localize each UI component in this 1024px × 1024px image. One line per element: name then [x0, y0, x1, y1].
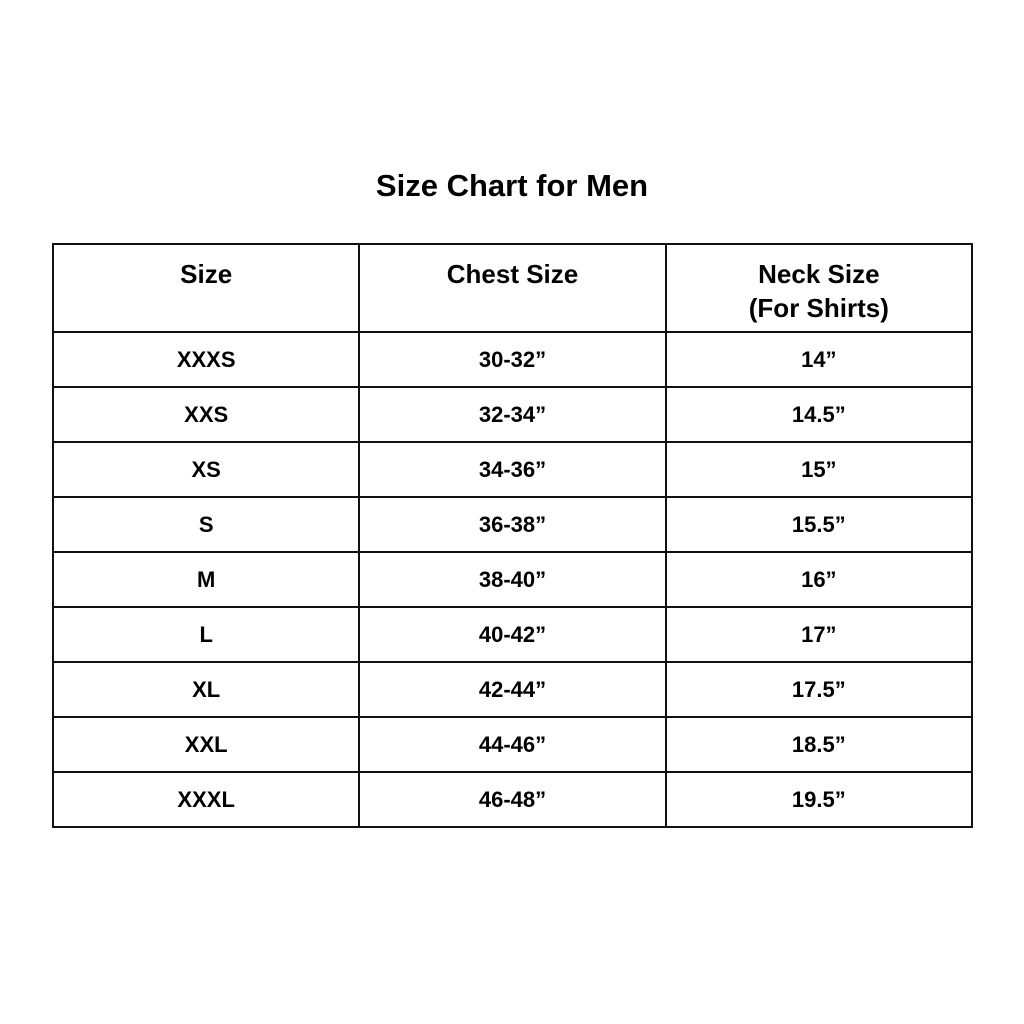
size-chart-table: Size Chest Size Neck Size (For Shirts) XX…: [51, 243, 974, 828]
cell-chest: 30-32”: [358, 331, 667, 388]
cell-size: XL: [51, 661, 361, 718]
cell-neck: 16”: [664, 551, 974, 608]
cell-chest: 36-38”: [358, 496, 667, 553]
table-row: XXXL 46-48” 19.5”: [51, 771, 974, 828]
cell-size: S: [51, 496, 361, 553]
page-title: Size Chart for Men: [375, 168, 649, 203]
table-row: XXL 44-46” 18.5”: [51, 716, 974, 773]
cell-chest: 44-46”: [358, 716, 667, 773]
cell-size: XXS: [51, 386, 361, 443]
header-label: Chest Size: [446, 259, 579, 289]
cell-size: XS: [51, 441, 361, 498]
cell-size: L: [51, 606, 361, 663]
cell-neck: 19.5”: [664, 771, 974, 828]
cell-chest: 46-48”: [358, 771, 667, 828]
header-neck-size: Neck Size (For Shirts): [664, 243, 974, 333]
cell-chest: 40-42”: [358, 606, 667, 663]
header-label: Neck Size: [758, 259, 880, 289]
cell-chest: 42-44”: [358, 661, 667, 718]
header-sublabel: (For Shirts): [748, 293, 889, 323]
table-row: XXS 32-34” 14.5”: [51, 386, 974, 443]
table-row: M 38-40” 16”: [51, 551, 974, 608]
cell-chest: 34-36”: [358, 441, 667, 498]
cell-neck: 15”: [664, 441, 974, 498]
table-row: S 36-38” 15.5”: [51, 496, 974, 553]
header-chest-size: Chest Size: [358, 243, 667, 333]
table-row: L 40-42” 17”: [51, 606, 974, 663]
cell-chest: 38-40”: [358, 551, 667, 608]
cell-neck: 14.5”: [664, 386, 974, 443]
cell-neck: 15.5”: [664, 496, 974, 553]
table-row: XL 42-44” 17.5”: [51, 661, 974, 718]
cell-neck: 17.5”: [664, 661, 974, 718]
cell-neck: 17”: [664, 606, 974, 663]
cell-size: XXL: [51, 716, 361, 773]
cell-size: XXXL: [51, 771, 361, 828]
cell-size: XXXS: [51, 331, 361, 388]
header-label: Size: [180, 259, 233, 289]
cell-chest: 32-34”: [358, 386, 667, 443]
cell-neck: 18.5”: [664, 716, 974, 773]
cell-size: M: [51, 551, 361, 608]
header-size: Size: [51, 243, 361, 333]
header-row: Size Chest Size Neck Size (For Shirts): [51, 243, 974, 333]
cell-neck: 14”: [664, 331, 974, 388]
table-row: XS 34-36” 15”: [51, 441, 974, 498]
table-row: XXXS 30-32” 14”: [51, 331, 974, 388]
